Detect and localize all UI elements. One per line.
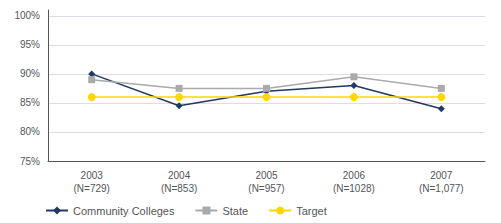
svg-text:2006: 2006 xyxy=(343,170,366,181)
svg-text:90%: 90% xyxy=(20,68,40,79)
svg-text:80%: 80% xyxy=(20,126,40,137)
svg-text:Community Colleges: Community Colleges xyxy=(73,205,175,217)
svg-text:(N=853): (N=853) xyxy=(161,183,197,194)
svg-text:(N=1028): (N=1028) xyxy=(333,183,375,194)
svg-text:Target: Target xyxy=(296,205,327,217)
svg-text:75%: 75% xyxy=(20,156,40,167)
svg-text:(N=957): (N=957) xyxy=(248,183,284,194)
svg-text:State: State xyxy=(222,205,248,217)
svg-text:2007: 2007 xyxy=(430,170,453,181)
svg-text:2003: 2003 xyxy=(81,170,104,181)
svg-text:95%: 95% xyxy=(20,39,40,50)
svg-text:2005: 2005 xyxy=(255,170,278,181)
svg-text:85%: 85% xyxy=(20,97,40,108)
svg-text:(N=729): (N=729) xyxy=(73,183,109,194)
svg-text:2004: 2004 xyxy=(168,170,191,181)
svg-text:(N=1,077): (N=1,077) xyxy=(419,183,464,194)
svg-text:100%: 100% xyxy=(14,10,40,21)
